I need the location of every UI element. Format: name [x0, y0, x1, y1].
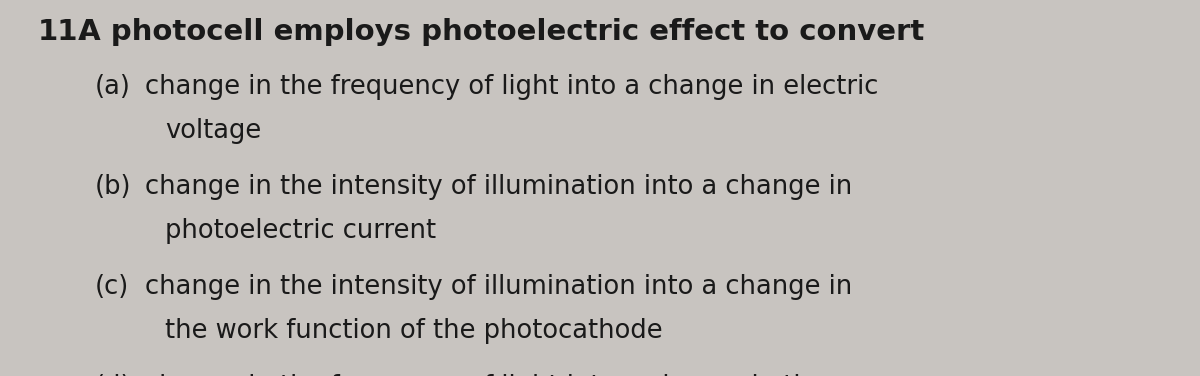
- Text: change in the frequency of light into a change in electric: change in the frequency of light into a …: [145, 74, 878, 100]
- Text: (c): (c): [95, 274, 130, 300]
- Text: change in the intensity of illumination into a change in: change in the intensity of illumination …: [145, 274, 852, 300]
- Text: photoelectric current: photoelectric current: [166, 218, 436, 244]
- Text: change in the intensity of illumination into a change in: change in the intensity of illumination …: [145, 174, 852, 200]
- Text: the work function of the photocathode: the work function of the photocathode: [166, 318, 662, 344]
- Text: (a): (a): [95, 74, 131, 100]
- Text: change in the frequency of light into a change in the: change in the frequency of light into a …: [145, 374, 826, 376]
- Text: voltage: voltage: [166, 118, 262, 144]
- Text: 11.: 11.: [38, 18, 90, 46]
- Text: A photocell employs photoelectric effect to convert: A photocell employs photoelectric effect…: [68, 18, 924, 46]
- Text: (b): (b): [95, 174, 132, 200]
- Text: (d): (d): [95, 374, 132, 376]
